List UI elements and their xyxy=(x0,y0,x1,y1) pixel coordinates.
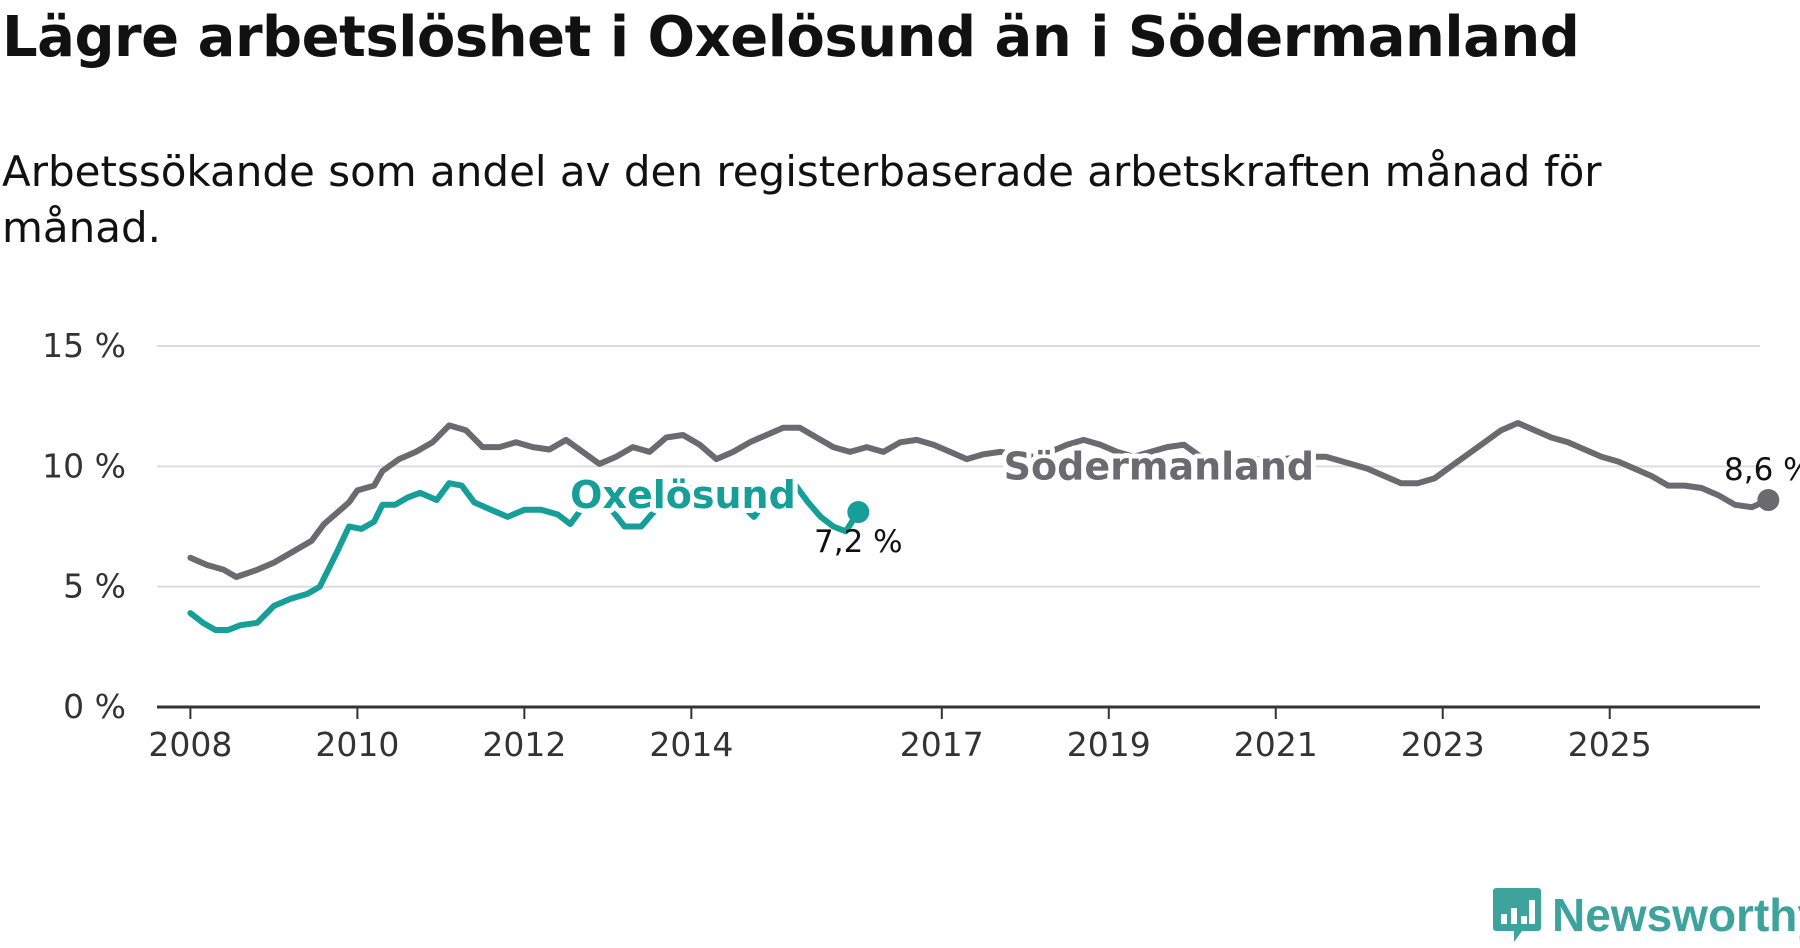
y-tick-label: 15 % xyxy=(42,326,126,365)
end-marker-södermanland xyxy=(1757,489,1780,512)
chart-subtitle: Arbetssökande som andel av den registerb… xyxy=(2,147,1602,252)
newsworthy-logo-icon xyxy=(1493,888,1541,942)
x-tick-label: 2021 xyxy=(1234,725,1318,764)
end-markers: 8,6 % 7,2 % xyxy=(814,452,1800,560)
y-tick-label: 5 % xyxy=(63,567,126,606)
gridlines xyxy=(157,345,1760,709)
end-value-label-oxelösund: 7,2 % xyxy=(814,524,903,560)
x-axis: 2008 2010 2012 2014 2017 2019 2021 2023 2025 xyxy=(148,707,1652,764)
y-tick-label: 0 % xyxy=(63,687,126,726)
x-tick-label: 2017 xyxy=(900,725,984,764)
series-line-södermanland xyxy=(187,420,1772,580)
x-tick-label: 2010 xyxy=(315,725,399,764)
x-tick-label: 2012 xyxy=(482,725,566,764)
newsworthy-logo: Newsworthy xyxy=(1492,886,1800,944)
x-tick-label: 2025 xyxy=(1568,725,1652,764)
series-label-oxelösund: Oxelösund xyxy=(570,473,796,517)
series-line-oxelösund xyxy=(187,480,862,633)
series-labels: Oxelösund Södermanland xyxy=(565,439,1319,522)
x-tick-label: 2008 xyxy=(148,725,232,764)
x-tick-label: 2014 xyxy=(649,725,733,764)
series-label-södermanland: Södermanland xyxy=(1004,444,1314,488)
x-tick-label: 2019 xyxy=(1067,725,1151,764)
end-marker-oxelösund xyxy=(847,501,870,524)
chart-title: Lägre arbetslöshet i Oxelösund än i Söde… xyxy=(2,5,1580,70)
newsworthy-logo-text: Newsworthy xyxy=(1552,889,1800,941)
end-value-label-södermanland: 8,6 % xyxy=(1724,452,1800,488)
x-tick-label: 2023 xyxy=(1401,725,1485,764)
series-lines xyxy=(187,420,1772,633)
y-axis: 0 % 5 % 10 % 15 % xyxy=(42,326,126,726)
y-tick-label: 10 % xyxy=(42,446,126,485)
